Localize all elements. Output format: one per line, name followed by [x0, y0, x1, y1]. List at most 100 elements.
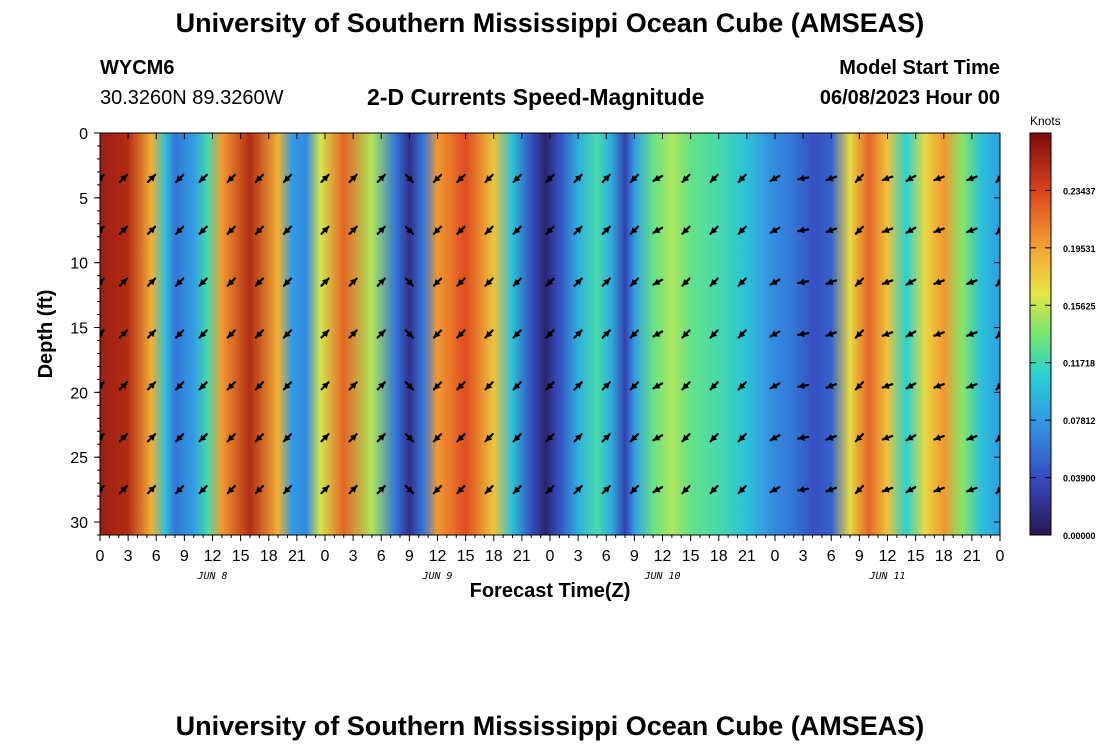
arrow-head — [882, 226, 890, 234]
current-arrow — [825, 434, 838, 441]
current-arrow — [456, 225, 466, 235]
arrow-head — [283, 227, 291, 234]
arrow-head — [283, 330, 291, 338]
arrow-head — [770, 330, 778, 337]
arrow-head — [996, 330, 1000, 338]
arrow-head — [406, 278, 413, 286]
arrow-head — [513, 278, 521, 286]
current-arrow — [146, 277, 157, 287]
current-arrow — [797, 278, 810, 286]
current-arrow — [282, 173, 293, 184]
current-arrow — [933, 330, 945, 337]
current-arrow — [198, 484, 208, 495]
arrow-head — [148, 278, 156, 286]
arrow-head — [826, 278, 834, 286]
current-arrow — [432, 381, 443, 391]
arrow-head — [457, 382, 465, 390]
current-arrow — [681, 329, 691, 339]
current-arrow — [905, 278, 917, 286]
arrow-head — [457, 486, 465, 494]
x-tick-label: 15 — [232, 548, 250, 565]
arrow-head — [934, 330, 942, 337]
arrow-head — [826, 485, 834, 493]
current-arrow — [432, 484, 443, 495]
model-start-label: Model Start Time — [839, 57, 1000, 79]
arrow-head — [826, 382, 834, 389]
arrow-head — [349, 330, 357, 338]
current-arrow — [573, 173, 583, 184]
arrow-head — [710, 434, 718, 442]
current-arrow — [456, 329, 466, 339]
arrow-head — [574, 330, 582, 338]
current-arrow — [737, 225, 747, 235]
colorbar-tick-label: 0.03900 — [1063, 474, 1096, 484]
current-arrow — [118, 381, 129, 391]
arrow-head — [710, 330, 718, 338]
arrow-head — [227, 175, 235, 182]
current-arrow — [254, 381, 265, 391]
arrow-head — [967, 278, 975, 286]
arrow-head — [321, 174, 329, 182]
arrow-head — [457, 330, 465, 338]
arrow-head — [255, 227, 263, 234]
current-arrow — [709, 484, 719, 495]
arrow-head — [603, 434, 610, 441]
arrow-head — [682, 434, 690, 442]
arrow-head — [682, 486, 690, 494]
x-tick-label: 9 — [180, 548, 189, 565]
current-arrow — [282, 225, 293, 235]
arrow-head — [485, 434, 493, 442]
x-tick-label: 12 — [429, 548, 447, 565]
arrow-head — [378, 434, 385, 441]
x-tick-label: 0 — [771, 548, 780, 565]
arrow-head — [882, 330, 890, 337]
arrow-head — [738, 330, 746, 338]
current-arrow — [881, 226, 894, 234]
current-arrow — [100, 381, 105, 390]
arrow-head — [682, 330, 690, 338]
arrow-head — [710, 227, 718, 234]
current-arrow — [995, 434, 1000, 443]
arrow-head — [485, 227, 493, 234]
current-arrow — [737, 484, 747, 495]
current-arrow — [545, 484, 555, 495]
current-arrow — [254, 277, 265, 287]
arrow-head — [934, 278, 942, 286]
current-arrow — [118, 277, 129, 287]
current-arrow — [100, 225, 105, 234]
current-arrow — [905, 330, 917, 338]
current-arrow — [769, 382, 781, 390]
arrow-head — [255, 330, 263, 338]
arrow-head — [855, 330, 863, 338]
arrow-head — [513, 227, 521, 234]
current-arrow — [629, 329, 640, 339]
arrow-head — [798, 382, 805, 390]
arrow-head — [882, 278, 890, 286]
current-arrow — [905, 486, 917, 494]
arrow-head — [120, 174, 127, 182]
current-arrow — [456, 381, 466, 391]
current-arrow — [709, 225, 719, 235]
arrow-head — [120, 278, 127, 286]
current-arrow — [118, 433, 129, 443]
current-arrow — [254, 329, 265, 339]
arrow-head — [546, 227, 554, 234]
current-arrow — [226, 381, 236, 391]
current-arrow — [512, 173, 522, 184]
arrow-head — [546, 382, 554, 390]
arrow-head — [934, 485, 942, 493]
arrow-head — [513, 382, 521, 390]
arrow-head — [546, 434, 554, 442]
x-tick-label: 15 — [682, 548, 700, 565]
current-arrow — [146, 381, 157, 391]
arrow-head — [148, 226, 156, 234]
colorbar-tick-label: 0.11718 — [1063, 359, 1095, 369]
y-tick-label: 5 — [79, 191, 88, 208]
arrow-head — [798, 226, 805, 234]
arrow-head — [485, 486, 493, 494]
current-arrow — [797, 485, 810, 493]
arrow-head — [738, 227, 746, 234]
current-arrow — [404, 277, 415, 287]
arrow-head — [798, 174, 805, 182]
current-arrow — [737, 277, 747, 287]
